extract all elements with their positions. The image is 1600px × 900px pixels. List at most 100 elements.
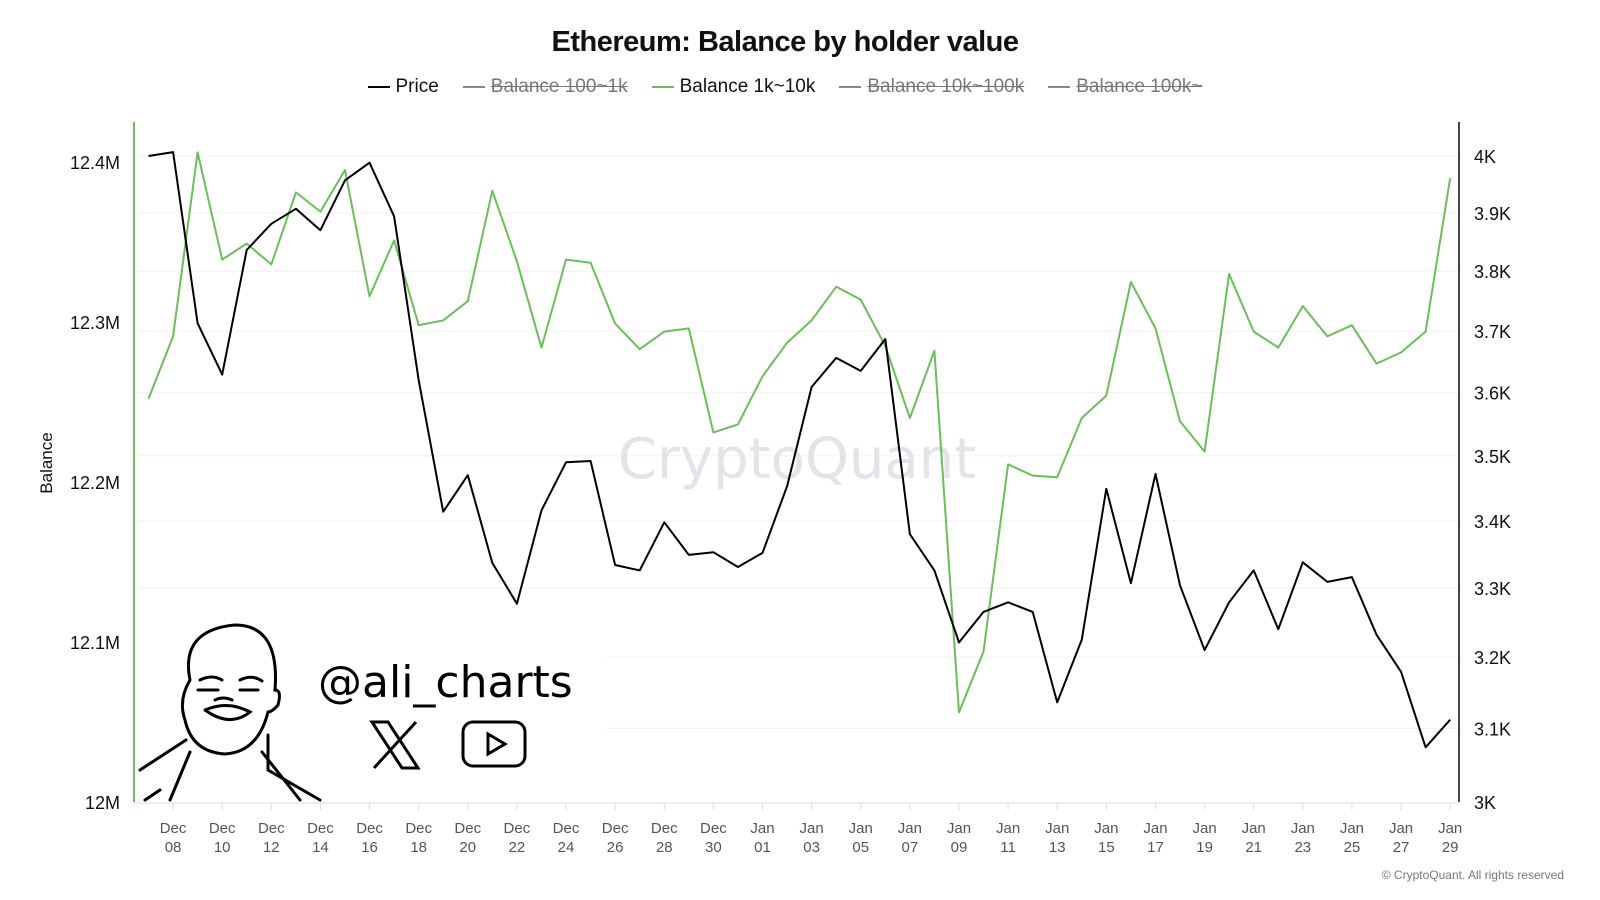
legend-item-balance-100k-plus[interactable]: Balance 100k~	[1048, 76, 1202, 98]
x-tick-day: 24	[558, 839, 575, 856]
x-tick-label: Jan 29	[1438, 820, 1462, 856]
series-line-price[interactable]	[148, 151, 1451, 749]
x-tick-label: Dec 12	[258, 820, 285, 856]
x-tick-day: 09	[951, 839, 968, 856]
right-tick-label: 3.5K	[1474, 447, 1511, 467]
x-tick-day: 28	[656, 839, 673, 856]
x-tick-day: 07	[902, 839, 919, 856]
x-tick-day: 21	[1245, 839, 1262, 856]
x-tick-month: Jan	[1438, 820, 1462, 837]
x-tick-label: Dec 26	[602, 820, 629, 856]
legend-swatch	[839, 86, 862, 88]
right-tick-label: 3.3K	[1474, 579, 1511, 599]
series-lines	[147, 151, 1452, 749]
right-tick-label: 3.9K	[1474, 204, 1511, 224]
left-axis-ticks: 12M 12.1M 12.2M 12.3M 12.4M	[70, 153, 120, 813]
right-tick-label: 3.8K	[1474, 262, 1511, 282]
legend-swatch	[651, 86, 674, 88]
legend: Price Balance 100~1k Balance 1k~10k Bala…	[0, 76, 1570, 98]
x-tick-month: Jan	[1242, 820, 1266, 837]
x-tick-day: 23	[1294, 839, 1311, 856]
legend-item-balance-100-1k[interactable]: Balance 100~1k	[462, 76, 628, 98]
x-tick-label: Jan 13	[1045, 820, 1069, 856]
gridlines	[136, 155, 1457, 729]
x-tick-label: Jan 27	[1389, 820, 1413, 856]
watermark: CryptoQuant	[618, 427, 976, 492]
social-handle: @ali_charts	[318, 657, 573, 708]
x-tick-month: Jan	[898, 820, 922, 837]
x-tick-day: 03	[803, 839, 820, 856]
x-tick-label: Jan 05	[849, 820, 873, 856]
x-tick-day: 25	[1344, 839, 1361, 856]
x-tick-day: 12	[263, 839, 280, 856]
legend-swatch	[367, 86, 390, 88]
x-tick-month: Dec	[454, 820, 481, 837]
x-tick-month: Jan	[800, 820, 824, 837]
x-tick-day: 29	[1442, 839, 1459, 856]
x-tick-label: Dec 28	[651, 820, 678, 856]
x-tick-month: Dec	[258, 820, 285, 837]
x-tick-month: Jan	[1143, 820, 1167, 837]
x-tick-label: Dec 14	[307, 820, 334, 856]
left-tick-label: 12.2M	[70, 473, 120, 493]
right-tick-label: 3.6K	[1474, 384, 1511, 404]
branding-overlay: @ali_charts	[136, 612, 606, 802]
legend-item-balance-10k-100k[interactable]: Balance 10k~100k	[839, 76, 1024, 98]
x-tick-month: Dec	[405, 820, 432, 837]
x-tick-month: Dec	[307, 820, 334, 837]
x-tick-label: Dec 18	[405, 820, 432, 856]
x-tick-label: Dec 10	[209, 820, 236, 856]
x-tick-day: 05	[852, 839, 869, 856]
x-tick-label: Jan 11	[996, 820, 1020, 856]
x-tick-month: Jan	[1045, 820, 1069, 837]
legend-label: Price	[395, 76, 439, 97]
x-tick-label: Jan 07	[898, 820, 922, 856]
left-tick-label: 12.3M	[70, 313, 120, 333]
x-tick-label: Jan 03	[800, 820, 824, 856]
x-tick-day: 16	[361, 839, 378, 856]
legend-swatch	[1048, 86, 1071, 88]
x-tick-month: Dec	[553, 820, 580, 837]
x-tick-month: Dec	[700, 820, 727, 837]
chart-title: Ethereum: Balance by holder value	[551, 26, 1019, 58]
x-tick-label: Jan 19	[1192, 820, 1216, 856]
x-tick-label: Jan 25	[1340, 820, 1364, 856]
legend-item-balance-1k-10k[interactable]: Balance 1k~10k	[651, 76, 816, 98]
x-tick-month: Dec	[602, 820, 629, 837]
series-line-balance-1k-10k[interactable]	[147, 151, 1452, 714]
right-tick-label: 3K	[1474, 793, 1496, 813]
x-tick-month: Jan	[1389, 820, 1413, 837]
x-tick-day: 20	[459, 839, 476, 856]
x-tick-month: Jan	[1192, 820, 1216, 837]
legend-label: Balance 1k~10k	[679, 76, 816, 97]
avatar-sketch	[138, 623, 322, 802]
left-tick-label: 12.4M	[70, 153, 120, 173]
legend-label: Balance 10k~100k	[867, 76, 1025, 97]
axes	[133, 122, 1460, 804]
right-axis-ticks: 3K 3.1K 3.2K 3.3K 3.4K 3.5K 3.6K 3.7K 3.8K 3.9K 4K	[1474, 147, 1511, 813]
x-tick-day: 17	[1147, 839, 1164, 856]
x-tick-month: Dec	[209, 820, 236, 837]
x-tick-month: Dec	[504, 820, 531, 837]
x-axis-ticks: Dec 08 Dec 10 Dec 12 Dec 14 Dec 16 Dec 18 Dec 20 Dec 22…	[160, 803, 1462, 856]
x-logo-icon[interactable]	[369, 720, 421, 770]
x-tick-label: Jan 21	[1242, 820, 1266, 856]
legend-item-price[interactable]: Price	[367, 76, 439, 98]
right-tick-label: 3.1K	[1474, 719, 1511, 739]
x-tick-month: Jan	[1340, 820, 1364, 837]
legend-label: Balance 100k~	[1076, 76, 1203, 97]
x-tick-month: Dec	[356, 820, 383, 837]
x-tick-month: Dec	[160, 820, 187, 837]
x-tick-day: 10	[214, 839, 231, 856]
x-tick-label: Dec 08	[160, 820, 187, 856]
x-tick-day: 13	[1049, 839, 1066, 856]
x-tick-day: 11	[1000, 839, 1016, 856]
x-tick-label: Jan 17	[1143, 820, 1167, 856]
x-tick-day: 08	[165, 839, 182, 856]
youtube-icon[interactable]	[461, 720, 527, 768]
legend-swatch	[462, 86, 485, 88]
right-tick-label: 3.4K	[1474, 512, 1511, 532]
x-tick-label: Jan 15	[1094, 820, 1118, 856]
x-tick-day: 26	[607, 839, 624, 856]
